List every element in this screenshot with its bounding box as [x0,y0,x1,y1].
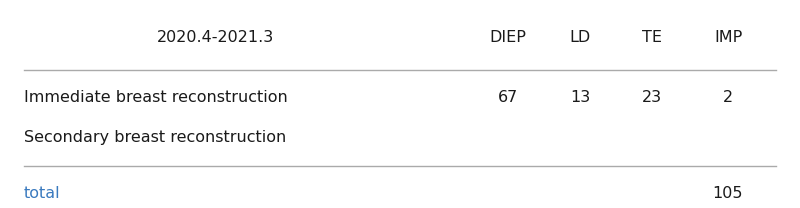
Text: 67: 67 [498,90,518,105]
Text: LD: LD [570,30,590,45]
Text: 2: 2 [723,90,733,105]
Text: Secondary breast reconstruction: Secondary breast reconstruction [24,130,286,145]
Text: DIEP: DIEP [490,30,526,45]
Text: 23: 23 [642,90,662,105]
Text: Immediate breast reconstruction: Immediate breast reconstruction [24,90,288,105]
Text: IMP: IMP [714,30,742,45]
Text: 13: 13 [570,90,590,105]
Text: 2020.4-2021.3: 2020.4-2021.3 [158,30,274,45]
Text: 105: 105 [713,186,743,201]
Text: total: total [24,186,61,201]
Text: TE: TE [642,30,662,45]
